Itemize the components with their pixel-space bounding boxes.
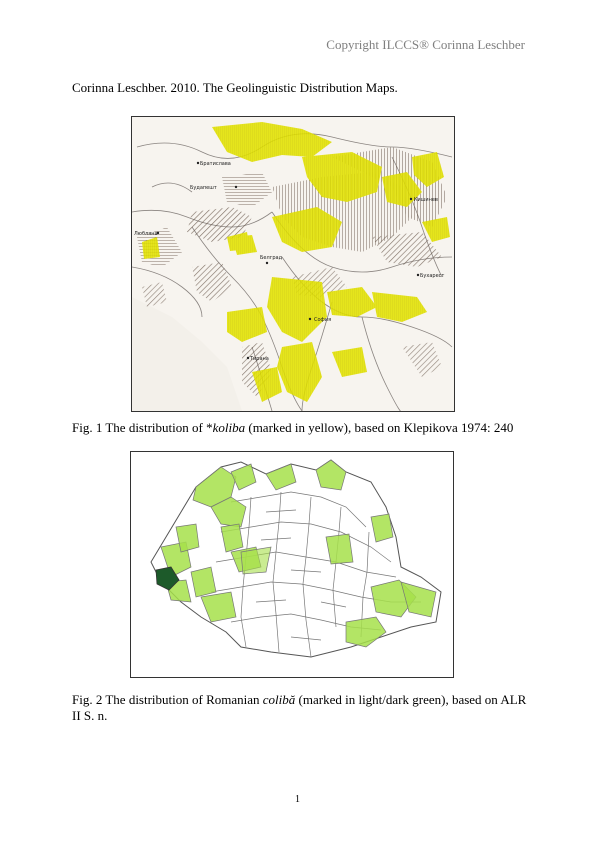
figure-1-caption-suffix: (marked in yellow), based on Klepikova 1… bbox=[245, 420, 514, 435]
dark-green-colibă-area bbox=[155, 566, 180, 591]
figure-1-caption: Fig. 1 The distribution of *koliba (mark… bbox=[72, 420, 532, 436]
figure-2-caption-term: colibă bbox=[262, 692, 296, 707]
figure-2-caption-suffix: (marked in light/dark green), based on A… bbox=[72, 692, 527, 723]
figure-2-map bbox=[130, 451, 454, 678]
copyright-header: Copyright ILCCS® Corinna Leschber bbox=[326, 37, 525, 52]
place-label: София bbox=[314, 317, 331, 323]
page-number: 1 bbox=[295, 794, 300, 805]
light-green-colibă-areas bbox=[160, 459, 437, 648]
place-label: Будапешт bbox=[190, 185, 217, 191]
place-label: Кишинев bbox=[414, 197, 438, 203]
place-label: Любляна bbox=[134, 231, 158, 237]
romania-map-svg bbox=[150, 459, 442, 658]
figure-1-map: Братислава Будапешт Любляна Белград Буха… bbox=[131, 116, 455, 412]
country-outline bbox=[150, 459, 442, 658]
city-dots bbox=[156, 161, 420, 360]
place-label: Тирана bbox=[249, 356, 269, 362]
place-label: Братислава bbox=[200, 161, 231, 167]
place-labels: Братислава Будапешт Любляна Белград Буха… bbox=[134, 161, 444, 362]
citation-line: Corinna Leschber. 2010. The Geolinguisti… bbox=[72, 80, 398, 95]
figure-1-caption-prefix: Fig. 1 The distribution of * bbox=[72, 420, 213, 435]
figure-1-caption-term: koliba bbox=[212, 420, 246, 435]
place-label: Бухарест bbox=[420, 273, 444, 279]
balkan-map-svg: Братислава Будапешт Любляна Белград Буха… bbox=[132, 122, 453, 411]
figure-2-caption-prefix: Fig. 2 The distribution of Romanian bbox=[72, 692, 263, 707]
place-label: Белград bbox=[260, 255, 283, 261]
yellow-koliba-areas bbox=[142, 122, 450, 402]
figure-2-caption: Fig. 2 The distribution of Romanian coli… bbox=[72, 692, 532, 724]
